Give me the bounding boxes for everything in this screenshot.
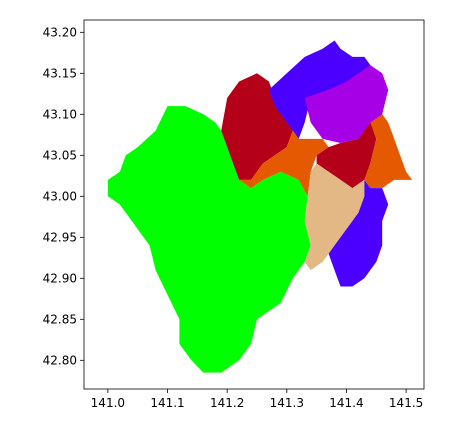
region-southwest-large xyxy=(107,106,311,373)
region-east-orange xyxy=(364,114,413,189)
y-tick-label: 43.05 xyxy=(43,148,77,162)
y-tick-label: 42.80 xyxy=(43,353,77,367)
y-axis: 42.80 42.85 42.90 42.95 43.00 43.05 43.10 43.15… xyxy=(43,25,84,367)
x-tick-label: 141.1 xyxy=(150,396,184,410)
x-tick-label: 141.0 xyxy=(91,396,125,410)
y-tick-label: 42.85 xyxy=(43,312,77,326)
y-tick-label: 43.20 xyxy=(43,25,77,39)
region-east-red xyxy=(316,122,377,189)
y-tick-label: 42.95 xyxy=(43,230,77,244)
x-axis: 141.0 141.1 141.2 141.3 141.4 141.5 xyxy=(91,389,423,410)
x-tick-label: 141.2 xyxy=(210,396,244,410)
region-east-tan xyxy=(304,163,365,271)
y-tick-label: 43.15 xyxy=(43,66,77,80)
x-tick-label: 141.3 xyxy=(270,396,304,410)
x-tick-label: 141.5 xyxy=(389,396,423,410)
y-tick-label: 42.90 xyxy=(43,271,77,285)
axes-frame xyxy=(83,19,425,390)
region-center-orange xyxy=(239,130,329,197)
x-tick-label: 141.4 xyxy=(329,396,363,410)
regions-layer xyxy=(107,40,413,373)
region-north-purple xyxy=(304,65,389,143)
y-tick-label: 43.00 xyxy=(43,189,77,203)
region-north-blue xyxy=(268,40,371,139)
y-tick-label: 43.10 xyxy=(43,107,77,121)
region-southeast-blue xyxy=(328,179,389,287)
